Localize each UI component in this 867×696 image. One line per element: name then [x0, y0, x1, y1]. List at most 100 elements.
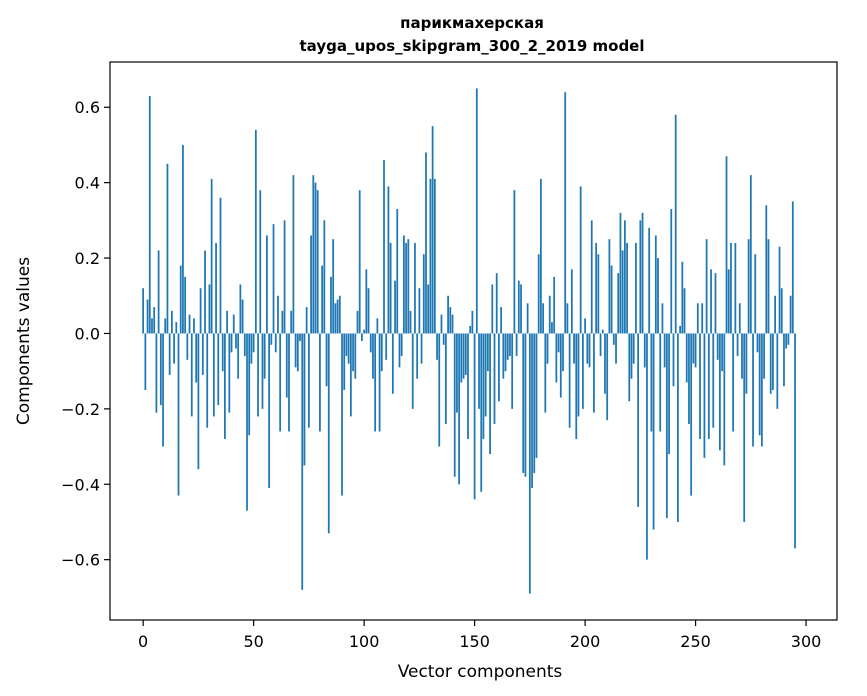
bar-component-216: [619, 212, 622, 334]
bar-component-242: [677, 333, 679, 522]
bar-component-23: [193, 318, 195, 334]
bar-component-82: [323, 220, 326, 334]
bar-component-94: [349, 333, 352, 417]
bar-component-264: [725, 156, 728, 334]
bar-component-266: [730, 242, 732, 334]
bar-component-16: [177, 333, 180, 496]
bar-component-240: [672, 333, 675, 387]
bar-component-201: [586, 333, 589, 364]
bar-component-192: [566, 303, 569, 334]
bar-component-281: [763, 333, 765, 379]
bar-component-135: [440, 314, 443, 334]
bar-component-81: [321, 265, 324, 334]
bar-component-70: [296, 333, 299, 372]
bar-component-83: [325, 333, 328, 387]
bar-component-148: [469, 325, 472, 334]
bar-component-27: [201, 333, 204, 375]
bar-component-155: [484, 333, 487, 417]
bar-component-208: [601, 329, 604, 334]
bar-component-227: [643, 333, 646, 368]
bar-component-119: [405, 242, 407, 334]
bar-component-183: [546, 333, 549, 364]
bar-component-25: [197, 333, 200, 470]
bar-component-134: [438, 333, 441, 447]
bar-component-136: [442, 333, 445, 345]
bar-component-61: [277, 295, 279, 334]
bar-component-265: [727, 269, 730, 334]
bar-component-53: [259, 190, 262, 334]
bar-component-5: [153, 307, 156, 334]
bar-component-36: [221, 333, 224, 372]
bar-component-248: [690, 333, 693, 496]
y-tick-label-2: −0.2: [61, 400, 100, 419]
bar-component-72: [301, 333, 304, 590]
bar-component-127: [422, 254, 425, 334]
bar-component-158: [491, 284, 494, 334]
bar-component-93: [347, 333, 350, 364]
bar-component-191: [564, 92, 567, 334]
bar-component-2: [146, 299, 149, 334]
bar-component-146: [464, 333, 467, 375]
bar-component-139: [449, 307, 452, 334]
bar-component-65: [285, 333, 288, 398]
bar-component-270: [738, 303, 741, 334]
bar-component-256: [707, 333, 710, 440]
bar-component-118: [403, 235, 405, 334]
bar-component-1: [144, 333, 147, 391]
bar-component-6: [155, 333, 158, 413]
bar-component-203: [590, 220, 593, 334]
bar-component-159: [493, 333, 496, 424]
bar-component-162: [500, 307, 503, 334]
bar-component-232: [654, 235, 657, 334]
bar-component-294: [791, 201, 794, 334]
bar-component-59: [272, 224, 275, 334]
bar-component-90: [341, 333, 343, 496]
bar-component-95: [352, 333, 354, 372]
bar-component-56: [266, 235, 268, 334]
bar-component-260: [716, 333, 719, 360]
bar-component-164: [504, 333, 507, 372]
x-tick-label-50: 50: [243, 632, 263, 651]
bar-component-215: [617, 273, 620, 334]
bar-component-210: [606, 333, 609, 421]
bar-component-131: [431, 126, 434, 334]
bar-component-68: [292, 175, 295, 334]
bar-component-222: [632, 333, 635, 364]
bar-component-263: [723, 333, 726, 466]
bar-component-287: [776, 333, 779, 409]
bar-component-92: [345, 333, 348, 357]
bar-component-112: [389, 242, 392, 334]
bar-component-31: [210, 178, 213, 334]
bar-component-35: [219, 197, 222, 334]
bar-component-258: [712, 333, 715, 428]
bar-component-276: [752, 333, 754, 447]
x-tick-label-150: 150: [459, 632, 490, 651]
bar-component-167: [511, 333, 514, 409]
y-tick-label-6: 0.6: [75, 98, 100, 117]
bar-component-293: [789, 295, 792, 334]
bar-component-122: [411, 333, 414, 409]
y-tick-label-1: −0.4: [61, 475, 100, 494]
y-tick-label-3: 0.0: [75, 324, 100, 343]
bar-component-275: [749, 175, 752, 334]
bar-component-241: [674, 114, 677, 334]
bar-component-271: [741, 333, 743, 379]
bar-component-19: [184, 276, 187, 334]
bar-component-109: [383, 160, 385, 334]
bar-component-80: [319, 333, 321, 432]
bar-component-107: [378, 333, 381, 432]
bar-component-225: [639, 220, 642, 334]
y-tick-label-5: 0.4: [75, 174, 100, 193]
bar-component-137: [444, 333, 447, 424]
bar-component-185: [551, 322, 553, 334]
bar-component-55: [263, 333, 266, 379]
bar-component-212: [610, 265, 613, 334]
bar-component-283: [767, 239, 770, 334]
chart-title-line1: парикмахерская: [400, 14, 544, 32]
x-tick-label-0: 0: [138, 632, 148, 651]
bar-component-71: [299, 333, 301, 341]
bar-component-17: [179, 265, 182, 334]
bar-component-285: [772, 333, 774, 391]
bar-component-214: [615, 333, 617, 364]
bar-component-245: [683, 288, 686, 334]
